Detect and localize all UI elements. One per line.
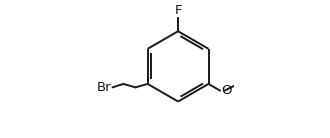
Text: O: O (221, 84, 232, 97)
Text: F: F (174, 4, 182, 17)
Text: Br: Br (97, 81, 112, 94)
